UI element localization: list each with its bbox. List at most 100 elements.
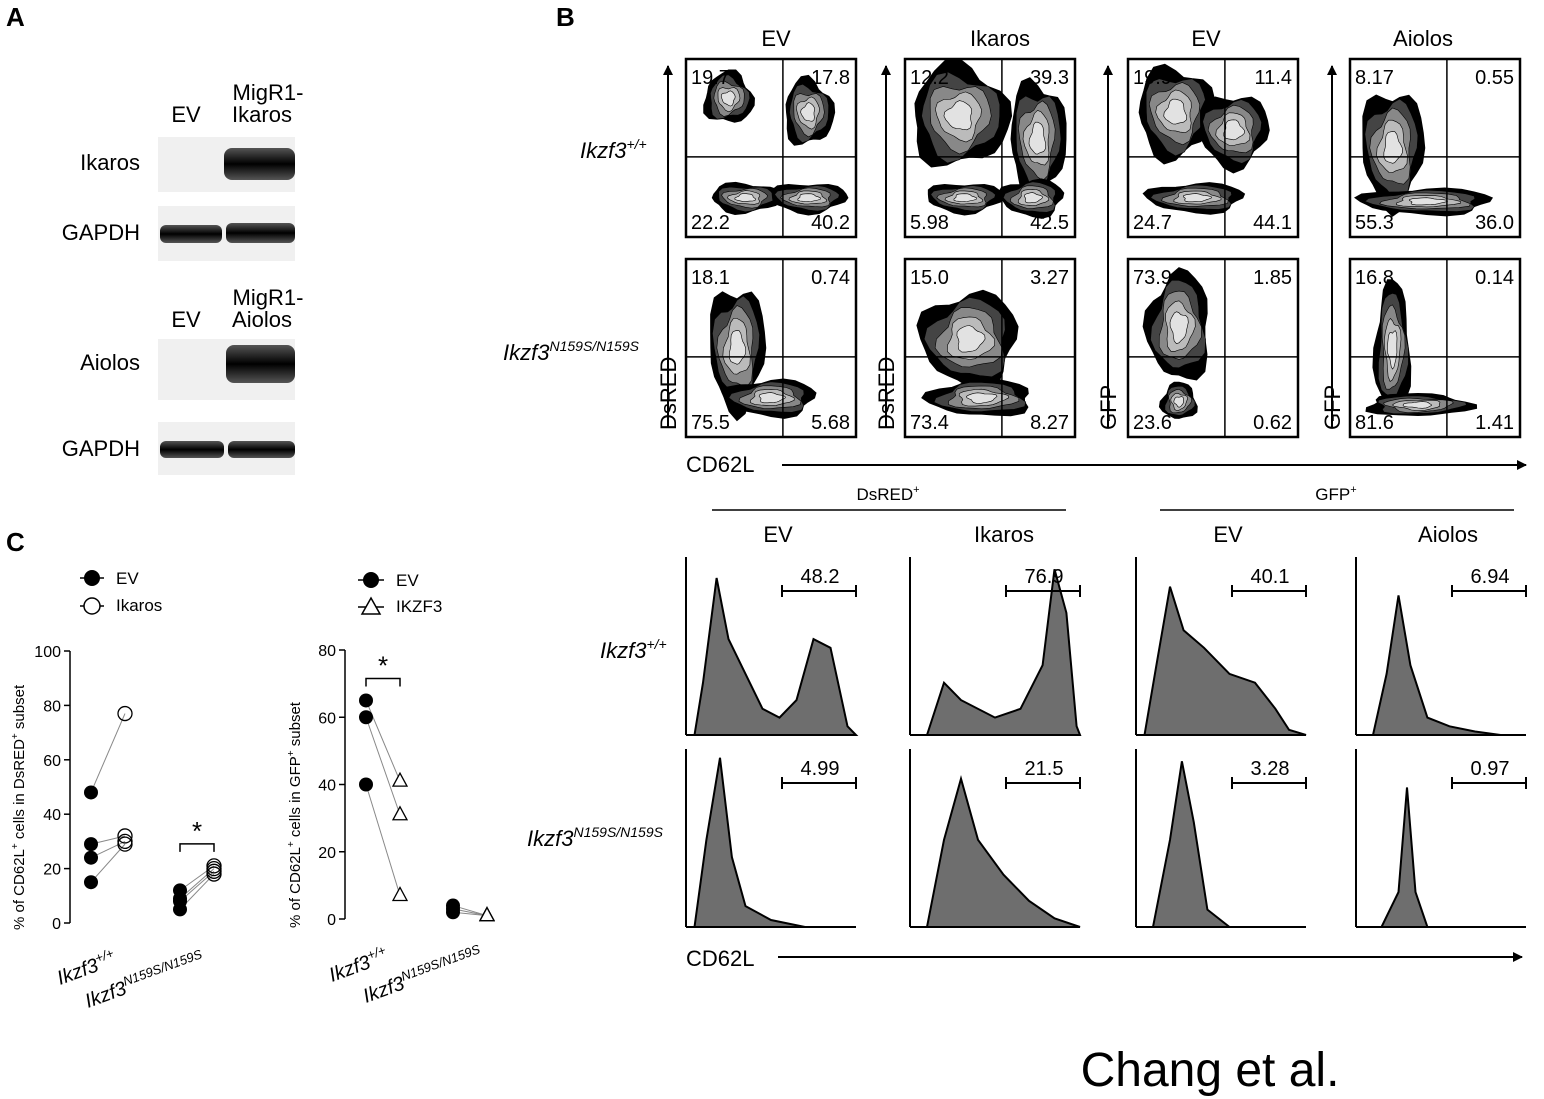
contour-level — [1386, 330, 1398, 370]
blot1-col-ev: EV — [171, 102, 201, 127]
flow-col-title-3: EV — [1191, 26, 1221, 51]
histogram-fill — [1356, 787, 1526, 928]
quadrant-upper-left: 73.9 — [1133, 267, 1172, 289]
histogram-gate-value: 40.1 — [1251, 566, 1290, 588]
chart1-ylabel: % of CD62L+ cells in DsRED+ subset — [10, 684, 28, 930]
contour-level — [728, 330, 746, 365]
contour-level — [1169, 311, 1189, 344]
ev-point — [84, 785, 98, 800]
histogram-gate-value: 4.99 — [801, 758, 840, 780]
flow-row-label-wt: Ikzf3+/+ — [580, 136, 647, 163]
pair-line — [365, 717, 401, 815]
panel-b-flow-plots: EV Ikaros EV Aiolos Ikzf3+/+ Ikzf3N159S/… — [503, 26, 1527, 477]
histogram-r2-c3: 3.28 — [1135, 749, 1307, 928]
y-tick-label: 60 — [318, 710, 336, 727]
flow-plot-r2-c4: 16.8 0.14 81.6 1.41 — [1348, 257, 1522, 439]
legend1-marker-ikaros — [83, 597, 101, 615]
y-tick-label: 40 — [43, 807, 61, 824]
author-watermark: Chang et al. — [1081, 1044, 1340, 1097]
histogram-fill — [910, 569, 1082, 736]
flow-plot-frame — [1348, 257, 1522, 439]
legend2-marker-ikzf3 — [360, 596, 382, 615]
quadrant-lower-right: 0.62 — [1253, 412, 1292, 434]
legend2-label-ikzf3: IKZF3 — [396, 597, 442, 616]
flow-contours — [1142, 267, 1208, 419]
histogram-fill — [1356, 595, 1526, 736]
legend1-marker-ev — [84, 570, 100, 586]
contour-level — [943, 100, 972, 131]
contour-level — [1163, 98, 1188, 125]
histogram-r2-c2: 21.5 — [909, 749, 1081, 928]
ev-point — [359, 693, 373, 708]
hist-col-title-1: EV — [763, 522, 793, 547]
histogram-fill — [1136, 761, 1306, 928]
flow-plot-r1-c4: 8.17 0.55 55.3 36.0 — [1348, 57, 1522, 239]
y-tick-label: 80 — [43, 698, 61, 715]
flow-row-label-mut: Ikzf3N159S/N159S — [503, 338, 640, 365]
hist-group-label-gfp: GFP+ — [1315, 484, 1356, 504]
y-tick-label: 20 — [43, 862, 61, 879]
treated-point — [391, 771, 409, 787]
panel-a-western-blots: EV MigR1- Ikaros Ikaros GAPDH EV MigR1- … — [62, 80, 304, 475]
blot1-row-ikaros: Ikaros — [80, 150, 140, 175]
flow-plot-frame — [1126, 57, 1300, 239]
quadrant-upper-left: 15.0 — [910, 267, 949, 289]
significance-bracket — [365, 677, 401, 687]
histogram-gate-value: 6.94 — [1471, 566, 1510, 588]
treated-point — [117, 828, 133, 844]
contour-level — [956, 325, 986, 353]
contour-level — [797, 193, 821, 203]
quadrant-lower-left: 5.98 — [910, 212, 949, 234]
flow-plot-r1-c2: 12.2 39.3 5.98 42.5 — [903, 57, 1077, 239]
quadrant-upper-right: 0.55 — [1475, 67, 1514, 89]
pair-line — [90, 713, 126, 793]
ev-point — [173, 902, 187, 917]
ev-point — [359, 710, 373, 725]
quadrant-upper-left: 19.7 — [691, 67, 730, 89]
flow-plot-frame — [684, 57, 858, 239]
flow-plot-frame — [684, 257, 858, 439]
legend1-label-ikaros: Ikaros — [116, 596, 162, 615]
flow-col-title-4: Aiolos — [1393, 26, 1453, 51]
treated-point — [391, 805, 409, 821]
quadrant-lower-right: 5.68 — [811, 412, 850, 434]
flow-plot-frame — [903, 257, 1077, 439]
blot1-col2-line2: Ikaros — [232, 102, 292, 127]
quadrant-lower-right: 36.0 — [1475, 212, 1514, 234]
quadrant-lower-right: 42.5 — [1030, 212, 1069, 234]
panel-letter-a: A — [6, 2, 25, 32]
ev-point — [84, 850, 98, 865]
flow-plot-frame — [1348, 57, 1522, 239]
histogram-r1-c4: 6.94 — [1355, 557, 1527, 736]
flow-plot-r1-c3: 19.9 11.4 24.7 44.1 — [1126, 57, 1300, 239]
quadrant-upper-left: 8.17 — [1355, 67, 1394, 89]
panel-b-histograms: DsRED+ GFP+ EV Ikaros EV Aiolos Ikzf3+/+… — [527, 484, 1527, 971]
quadrant-lower-left: 22.2 — [691, 212, 730, 234]
contour-level — [966, 392, 998, 404]
contour-level — [800, 102, 815, 122]
y-tick-label: 100 — [34, 644, 61, 661]
blot2-row-gapdh: GAPDH — [62, 436, 140, 461]
significance-bracket — [179, 843, 215, 852]
quadrant-lower-left: 23.6 — [1133, 412, 1172, 434]
pair-line — [90, 843, 126, 883]
histogram-r1-c1: 48.2 — [685, 557, 859, 736]
hist-col-title-3: EV — [1213, 522, 1243, 547]
histogram-r1-c3: 40.1 — [1135, 557, 1307, 736]
y-axis-label-1: DsRED — [656, 357, 681, 430]
flow-col-title-2: Ikaros — [970, 26, 1030, 51]
quadrant-upper-right: 17.8 — [811, 67, 850, 89]
flow-x-axis-label: CD62L — [686, 452, 754, 477]
histogram-r2-c1: 4.99 — [685, 749, 857, 928]
ev-point — [359, 777, 373, 792]
quadrant-lower-right: 8.27 — [1030, 412, 1069, 434]
quadrant-lower-left: 55.3 — [1355, 212, 1394, 234]
quadrant-upper-left: 16.8 — [1355, 267, 1394, 289]
histogram-r2-c4: 0.97 — [1355, 749, 1527, 928]
quadrant-lower-right: 1.41 — [1475, 412, 1514, 434]
blot1-col2-line1: MigR1- — [233, 80, 304, 105]
y-tick-label: 60 — [43, 753, 61, 770]
ev-point — [84, 837, 98, 852]
